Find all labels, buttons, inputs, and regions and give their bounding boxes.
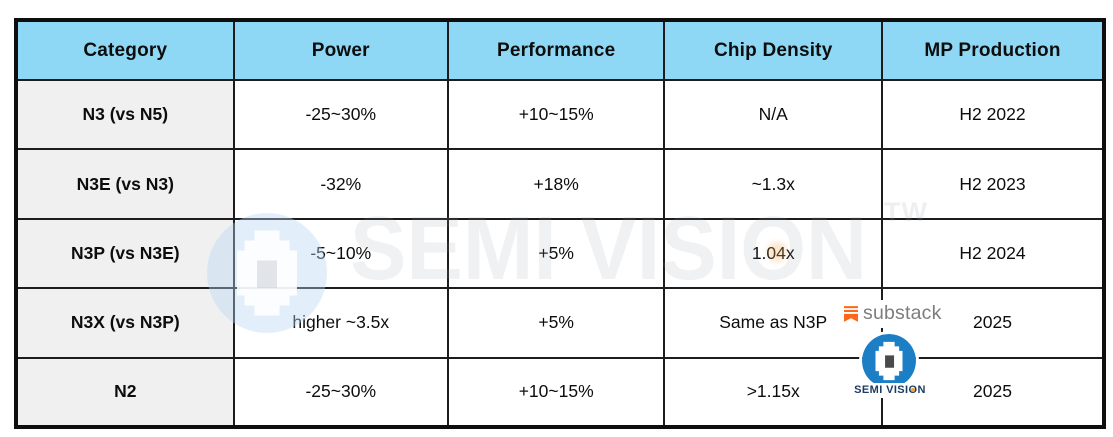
- column-header-chip-density: Chip Density: [663, 19, 884, 81]
- cell-n3x-power: higher ~3.5x: [232, 287, 449, 359]
- table-row-n3e: N3E (vs N3) -32% +18% ~1.3x H2 2023: [15, 148, 1105, 220]
- substack-wordmark-label: substack: [863, 302, 942, 324]
- semi-vision-badge-label: SEMI VISION: [840, 383, 940, 398]
- cell-n3-mp-production: H2 2022: [881, 78, 1105, 151]
- cell-n2-power: -25~30%: [232, 356, 449, 429]
- substack-logo: substack: [840, 300, 946, 328]
- table-row-n3p: N3P (vs N3E) -5~10% +5% 1.04x H2 2024: [15, 217, 1105, 290]
- row-header-n3e: N3E (vs N3): [15, 148, 235, 220]
- cell-n3e-performance: +18%: [446, 148, 666, 220]
- row-header-n2: N2: [15, 356, 235, 429]
- badge-label-post: N: [917, 384, 926, 396]
- cell-n3e-mp-production: H2 2023: [881, 148, 1105, 220]
- row-header-n3: N3 (vs N5): [15, 78, 235, 151]
- cell-n3x-performance: +5%: [446, 287, 666, 359]
- table-row-n2: N2 -25~30% +10~15% >1.15x 2025: [15, 356, 1105, 429]
- cell-n3p-mp-production: H2 2024: [881, 217, 1105, 290]
- cell-n2-performance: +10~15%: [446, 356, 666, 429]
- cell-n3p-chip-density: 1.04x: [663, 217, 884, 290]
- cell-n3p-power: -5~10%: [232, 217, 449, 290]
- process-node-comparison-table: Category Power Performance Chip Density …: [14, 18, 1106, 429]
- badge-label-pre: SEMI VISI: [854, 384, 909, 396]
- column-header-mp-production: MP Production: [881, 19, 1105, 81]
- row-header-n3p: N3P (vs N3E): [15, 217, 235, 290]
- badge-label-o: O: [908, 384, 918, 396]
- cell-n3-performance: +10~15%: [446, 78, 666, 151]
- substack-icon: [844, 305, 858, 322]
- column-header-category: Category: [15, 19, 235, 81]
- cell-n3p-performance: +5%: [446, 217, 666, 290]
- table-header-row: Category Power Performance Chip Density …: [15, 19, 1105, 81]
- row-header-n3x: N3X (vs N3P): [15, 287, 235, 359]
- cell-n3-power: -25~30%: [232, 78, 449, 151]
- table-row-n3: N3 (vs N5) -25~30% +10~15% N/A H2 2022: [15, 78, 1105, 151]
- semi-vision-badge-icon: [862, 334, 916, 388]
- cell-n2-mp-production: 2025: [881, 356, 1105, 429]
- cell-n3e-power: -32%: [232, 148, 449, 220]
- column-header-performance: Performance: [446, 19, 666, 81]
- cell-n3e-chip-density: ~1.3x: [663, 148, 884, 220]
- cell-n3-chip-density: N/A: [663, 78, 884, 151]
- column-header-power: Power: [232, 19, 449, 81]
